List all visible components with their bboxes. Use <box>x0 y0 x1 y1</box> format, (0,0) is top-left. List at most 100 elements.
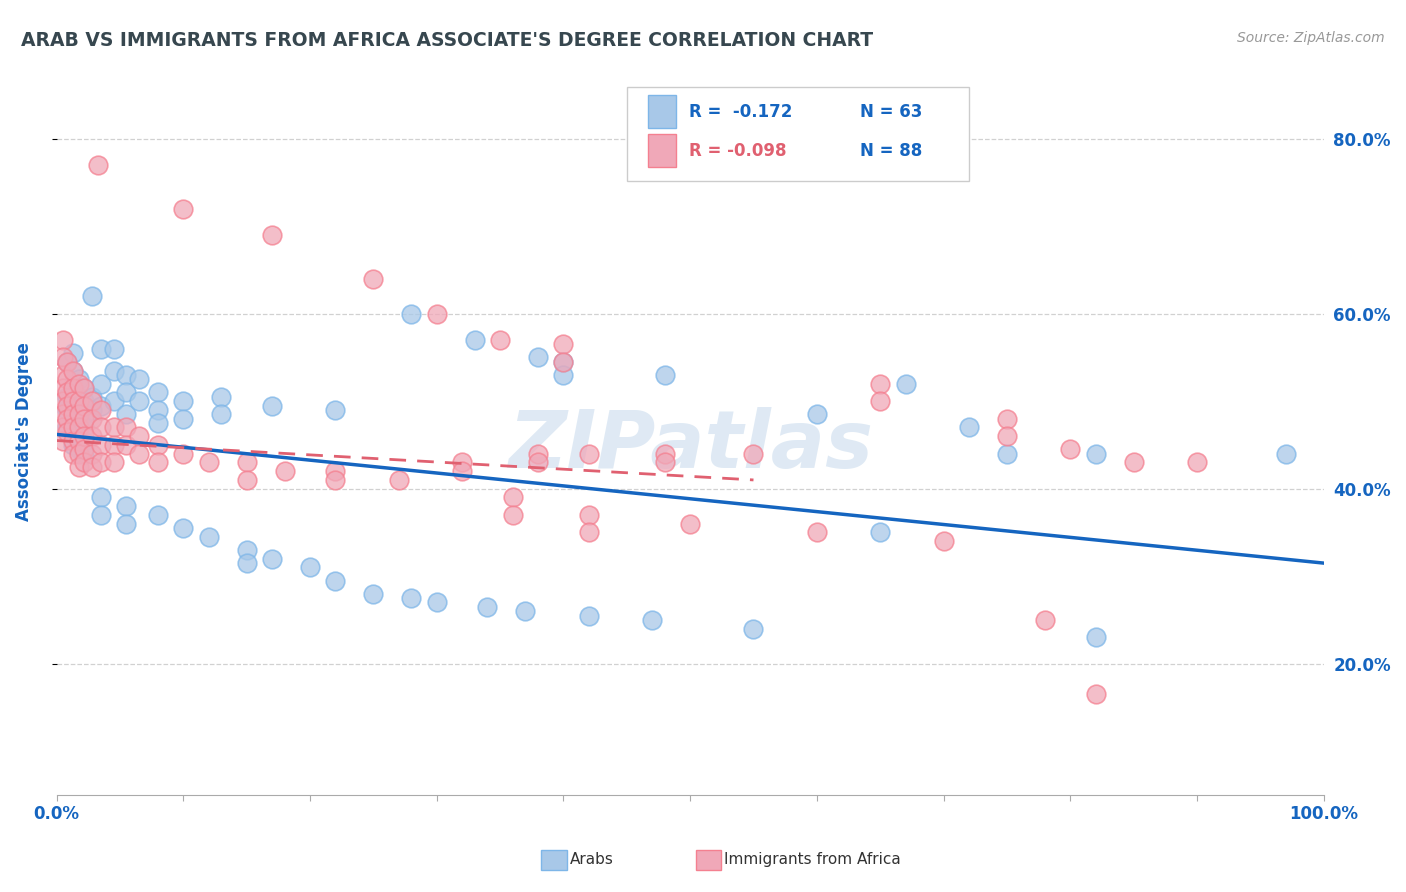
FancyBboxPatch shape <box>627 87 969 181</box>
Point <box>401 591 423 606</box>
Point <box>553 355 575 369</box>
Y-axis label: Associate's Degree: Associate's Degree <box>15 343 32 521</box>
Point <box>90 399 112 413</box>
Point <box>62 420 84 434</box>
Point <box>80 289 103 303</box>
Point <box>128 394 150 409</box>
Point <box>260 227 283 242</box>
Point <box>62 376 84 391</box>
Point <box>172 411 194 425</box>
Point <box>869 394 891 409</box>
Point <box>995 411 1018 425</box>
Point <box>172 202 194 216</box>
Point <box>52 394 75 409</box>
Point <box>62 416 84 430</box>
Point <box>146 455 169 469</box>
Point <box>115 368 138 382</box>
Point <box>553 355 575 369</box>
Point <box>172 394 194 409</box>
Point <box>742 447 765 461</box>
Text: Immigrants from Africa: Immigrants from Africa <box>724 853 901 867</box>
Point <box>73 429 96 443</box>
Point <box>80 429 103 443</box>
Point <box>451 455 474 469</box>
Point <box>1033 613 1056 627</box>
Point <box>578 525 600 540</box>
Point <box>90 376 112 391</box>
Point <box>67 390 90 404</box>
Point <box>578 508 600 522</box>
Point <box>67 442 90 457</box>
Point <box>172 521 194 535</box>
Text: R = -0.098: R = -0.098 <box>689 142 786 160</box>
Text: Arabs: Arabs <box>569 853 613 867</box>
Text: N = 63: N = 63 <box>860 103 922 121</box>
Point <box>90 420 112 434</box>
Point <box>73 420 96 434</box>
Point <box>90 403 112 417</box>
Text: R =  -0.172: R = -0.172 <box>689 103 792 121</box>
Point <box>502 491 524 505</box>
Point <box>128 429 150 443</box>
Point <box>67 394 90 409</box>
Point <box>62 381 84 395</box>
Point <box>1084 447 1107 461</box>
Point <box>235 543 257 558</box>
FancyBboxPatch shape <box>648 134 676 167</box>
Point <box>1274 447 1296 461</box>
Text: ZIPatlas: ZIPatlas <box>508 408 873 485</box>
Point <box>401 307 423 321</box>
Point <box>894 376 917 391</box>
Point <box>87 158 110 172</box>
Point <box>578 608 600 623</box>
Point <box>197 530 219 544</box>
Point <box>80 411 103 425</box>
Point <box>67 416 90 430</box>
Point <box>553 337 575 351</box>
Text: N = 88: N = 88 <box>860 142 922 160</box>
Point <box>90 438 112 452</box>
Point <box>55 411 77 425</box>
Point <box>73 407 96 421</box>
Point <box>679 516 702 531</box>
Point <box>67 420 90 434</box>
Point <box>260 551 283 566</box>
Point <box>1084 687 1107 701</box>
Point <box>325 574 347 588</box>
Point <box>1059 442 1081 457</box>
Point <box>80 403 103 417</box>
Point <box>67 429 90 443</box>
Point <box>67 407 90 421</box>
Point <box>553 368 575 382</box>
Point <box>957 420 980 434</box>
Point <box>52 420 75 434</box>
Point <box>62 390 84 404</box>
Point <box>55 390 77 404</box>
Point <box>103 394 125 409</box>
Point <box>527 447 550 461</box>
Point <box>103 342 125 356</box>
Point <box>52 407 75 421</box>
Point <box>115 420 138 434</box>
Point <box>90 491 112 505</box>
Point <box>869 525 891 540</box>
Point <box>62 394 84 409</box>
Point <box>426 307 449 321</box>
Point <box>1185 455 1208 469</box>
Point <box>73 381 96 395</box>
Point <box>806 407 828 421</box>
Point <box>73 381 96 395</box>
Point <box>52 434 75 448</box>
Point <box>869 376 891 391</box>
Point <box>55 399 77 413</box>
Text: Source: ZipAtlas.com: Source: ZipAtlas.com <box>1237 31 1385 45</box>
Point <box>489 333 512 347</box>
Point <box>363 587 385 601</box>
Point <box>932 534 955 549</box>
Point <box>260 399 283 413</box>
Point <box>146 508 169 522</box>
Point <box>62 403 84 417</box>
Point <box>62 447 84 461</box>
Point <box>90 342 112 356</box>
Point <box>115 499 138 513</box>
